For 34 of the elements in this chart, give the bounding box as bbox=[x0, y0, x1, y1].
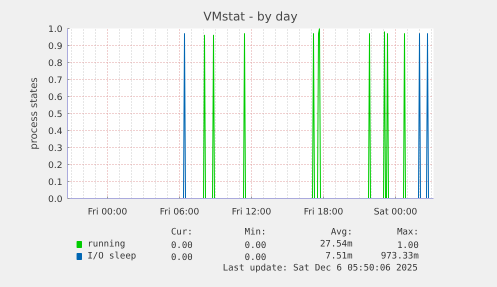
y-tick-label: 0.7 bbox=[48, 76, 63, 86]
x-tick-label: Sat 00:00 bbox=[374, 208, 418, 218]
text: Last update: Sat Dec 6 05:50:06 2025 bbox=[222, 264, 418, 274]
y-tick-label: 0.8 bbox=[48, 59, 63, 69]
text: 7.51m bbox=[325, 252, 352, 262]
text: Min: bbox=[244, 228, 266, 238]
text: 27.54m bbox=[320, 240, 352, 250]
y-tick-label: 0.9 bbox=[48, 42, 63, 52]
y-axis-title: process states bbox=[29, 77, 40, 150]
text: Avg: bbox=[330, 228, 353, 238]
line-series bbox=[203, 28, 406, 198]
text: Max: bbox=[397, 228, 419, 238]
y-tick-label: 0.2 bbox=[48, 161, 63, 171]
text: 0.00 bbox=[171, 253, 193, 263]
x-tick-label: Fri 18:00 bbox=[304, 208, 344, 218]
text: 973.33m bbox=[380, 252, 419, 262]
y-tick-label: 0.5 bbox=[48, 110, 63, 120]
x-tick-label: Fri 06:00 bbox=[160, 208, 200, 218]
y-tick-label: 0.6 bbox=[48, 93, 63, 103]
y-tick-label: 0.3 bbox=[48, 144, 63, 154]
y-tick-label: 0.0 bbox=[48, 195, 63, 205]
legend-label: I/O sleep bbox=[87, 252, 136, 262]
y-tick-label: 1.0 bbox=[48, 25, 63, 35]
y-tick-label: 0.1 bbox=[48, 178, 63, 188]
legend-label: running bbox=[87, 240, 126, 250]
y-tick-label: 0.4 bbox=[48, 127, 63, 137]
x-tick-label: Fri 12:00 bbox=[232, 208, 272, 218]
text: 1.00 bbox=[397, 241, 419, 251]
text: 0.00 bbox=[244, 241, 266, 251]
x-tick-label: Fri 00:00 bbox=[88, 208, 128, 218]
text: 0.00 bbox=[244, 253, 266, 263]
text: 0.00 bbox=[171, 241, 193, 251]
text: Cur: bbox=[171, 228, 193, 238]
chart-title: VMstat - by day bbox=[203, 10, 298, 24]
